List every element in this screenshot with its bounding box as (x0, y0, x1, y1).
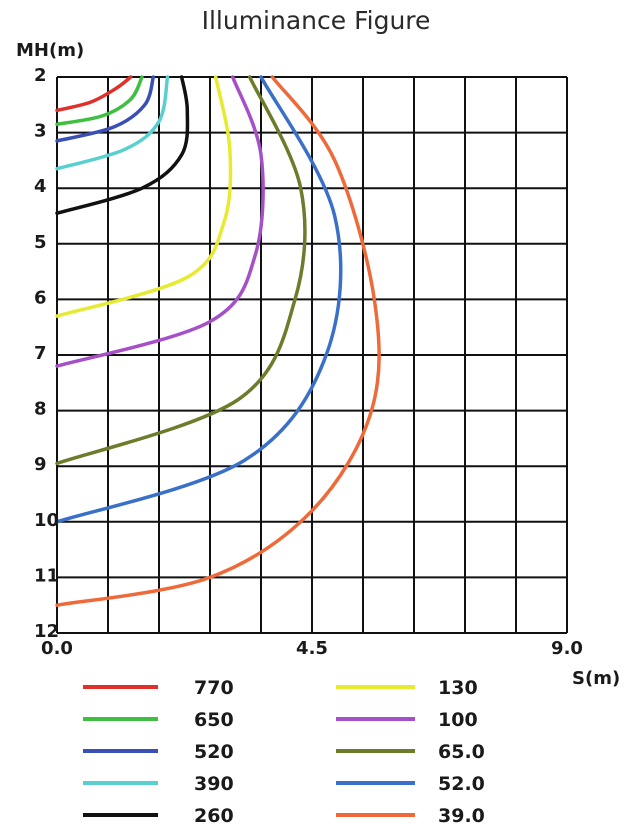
y-tick-label: 10 (34, 510, 59, 531)
y-tick-label: 12 (34, 621, 59, 642)
curve-39.0 (55, 75, 381, 607)
legend-label: 65.0 (438, 741, 485, 763)
legend-label: 260 (194, 805, 234, 827)
grid (56, 76, 568, 634)
legend-label: 130 (438, 677, 478, 699)
curve-100 (55, 75, 265, 368)
legend-label: 52.0 (438, 773, 485, 795)
x-tick-label: 0.0 (41, 638, 73, 659)
x-tick-label: 4.5 (296, 638, 328, 659)
curve-65.0 (55, 75, 307, 466)
y-tick-label: 2 (34, 65, 47, 86)
legend-label: 520 (194, 741, 234, 763)
curves (55, 75, 381, 607)
curve-260 (55, 75, 190, 215)
legend-label: 39.0 (438, 805, 485, 827)
x-tick-label: 9.0 (551, 638, 583, 659)
curve-770 (55, 75, 133, 113)
y-tick-label: 8 (34, 399, 47, 420)
tick-labels: 2 3 4 5 6 7 8 9 10 11 120.0 4.5 9.0 (34, 65, 583, 659)
legend-label: 650 (194, 709, 234, 731)
y-tick-label: 11 (34, 565, 59, 586)
y-tick-label: 4 (34, 176, 47, 197)
legend-label: 390 (194, 773, 234, 795)
curve-130 (55, 75, 233, 318)
legend-label: 100 (438, 709, 478, 731)
y-axis-label: MH(m) (16, 40, 84, 61)
legend-label: 770 (194, 677, 234, 699)
y-tick-label: 5 (34, 232, 47, 253)
y-tick-label: 3 (34, 121, 47, 142)
curve-52.0 (55, 75, 343, 524)
y-tick-label: 7 (34, 343, 47, 364)
curve-650 (55, 75, 144, 127)
y-tick-label: 6 (34, 287, 47, 308)
curve-520 (55, 75, 156, 143)
legend: 770 650 520 390 260 130 100 65.0 52.0 39.0 (83, 677, 485, 827)
curve-390 (55, 75, 170, 171)
y-tick-label: 9 (34, 454, 47, 475)
x-axis-label: S(m) (572, 668, 620, 689)
chart-title: Illuminance Figure (201, 6, 431, 35)
